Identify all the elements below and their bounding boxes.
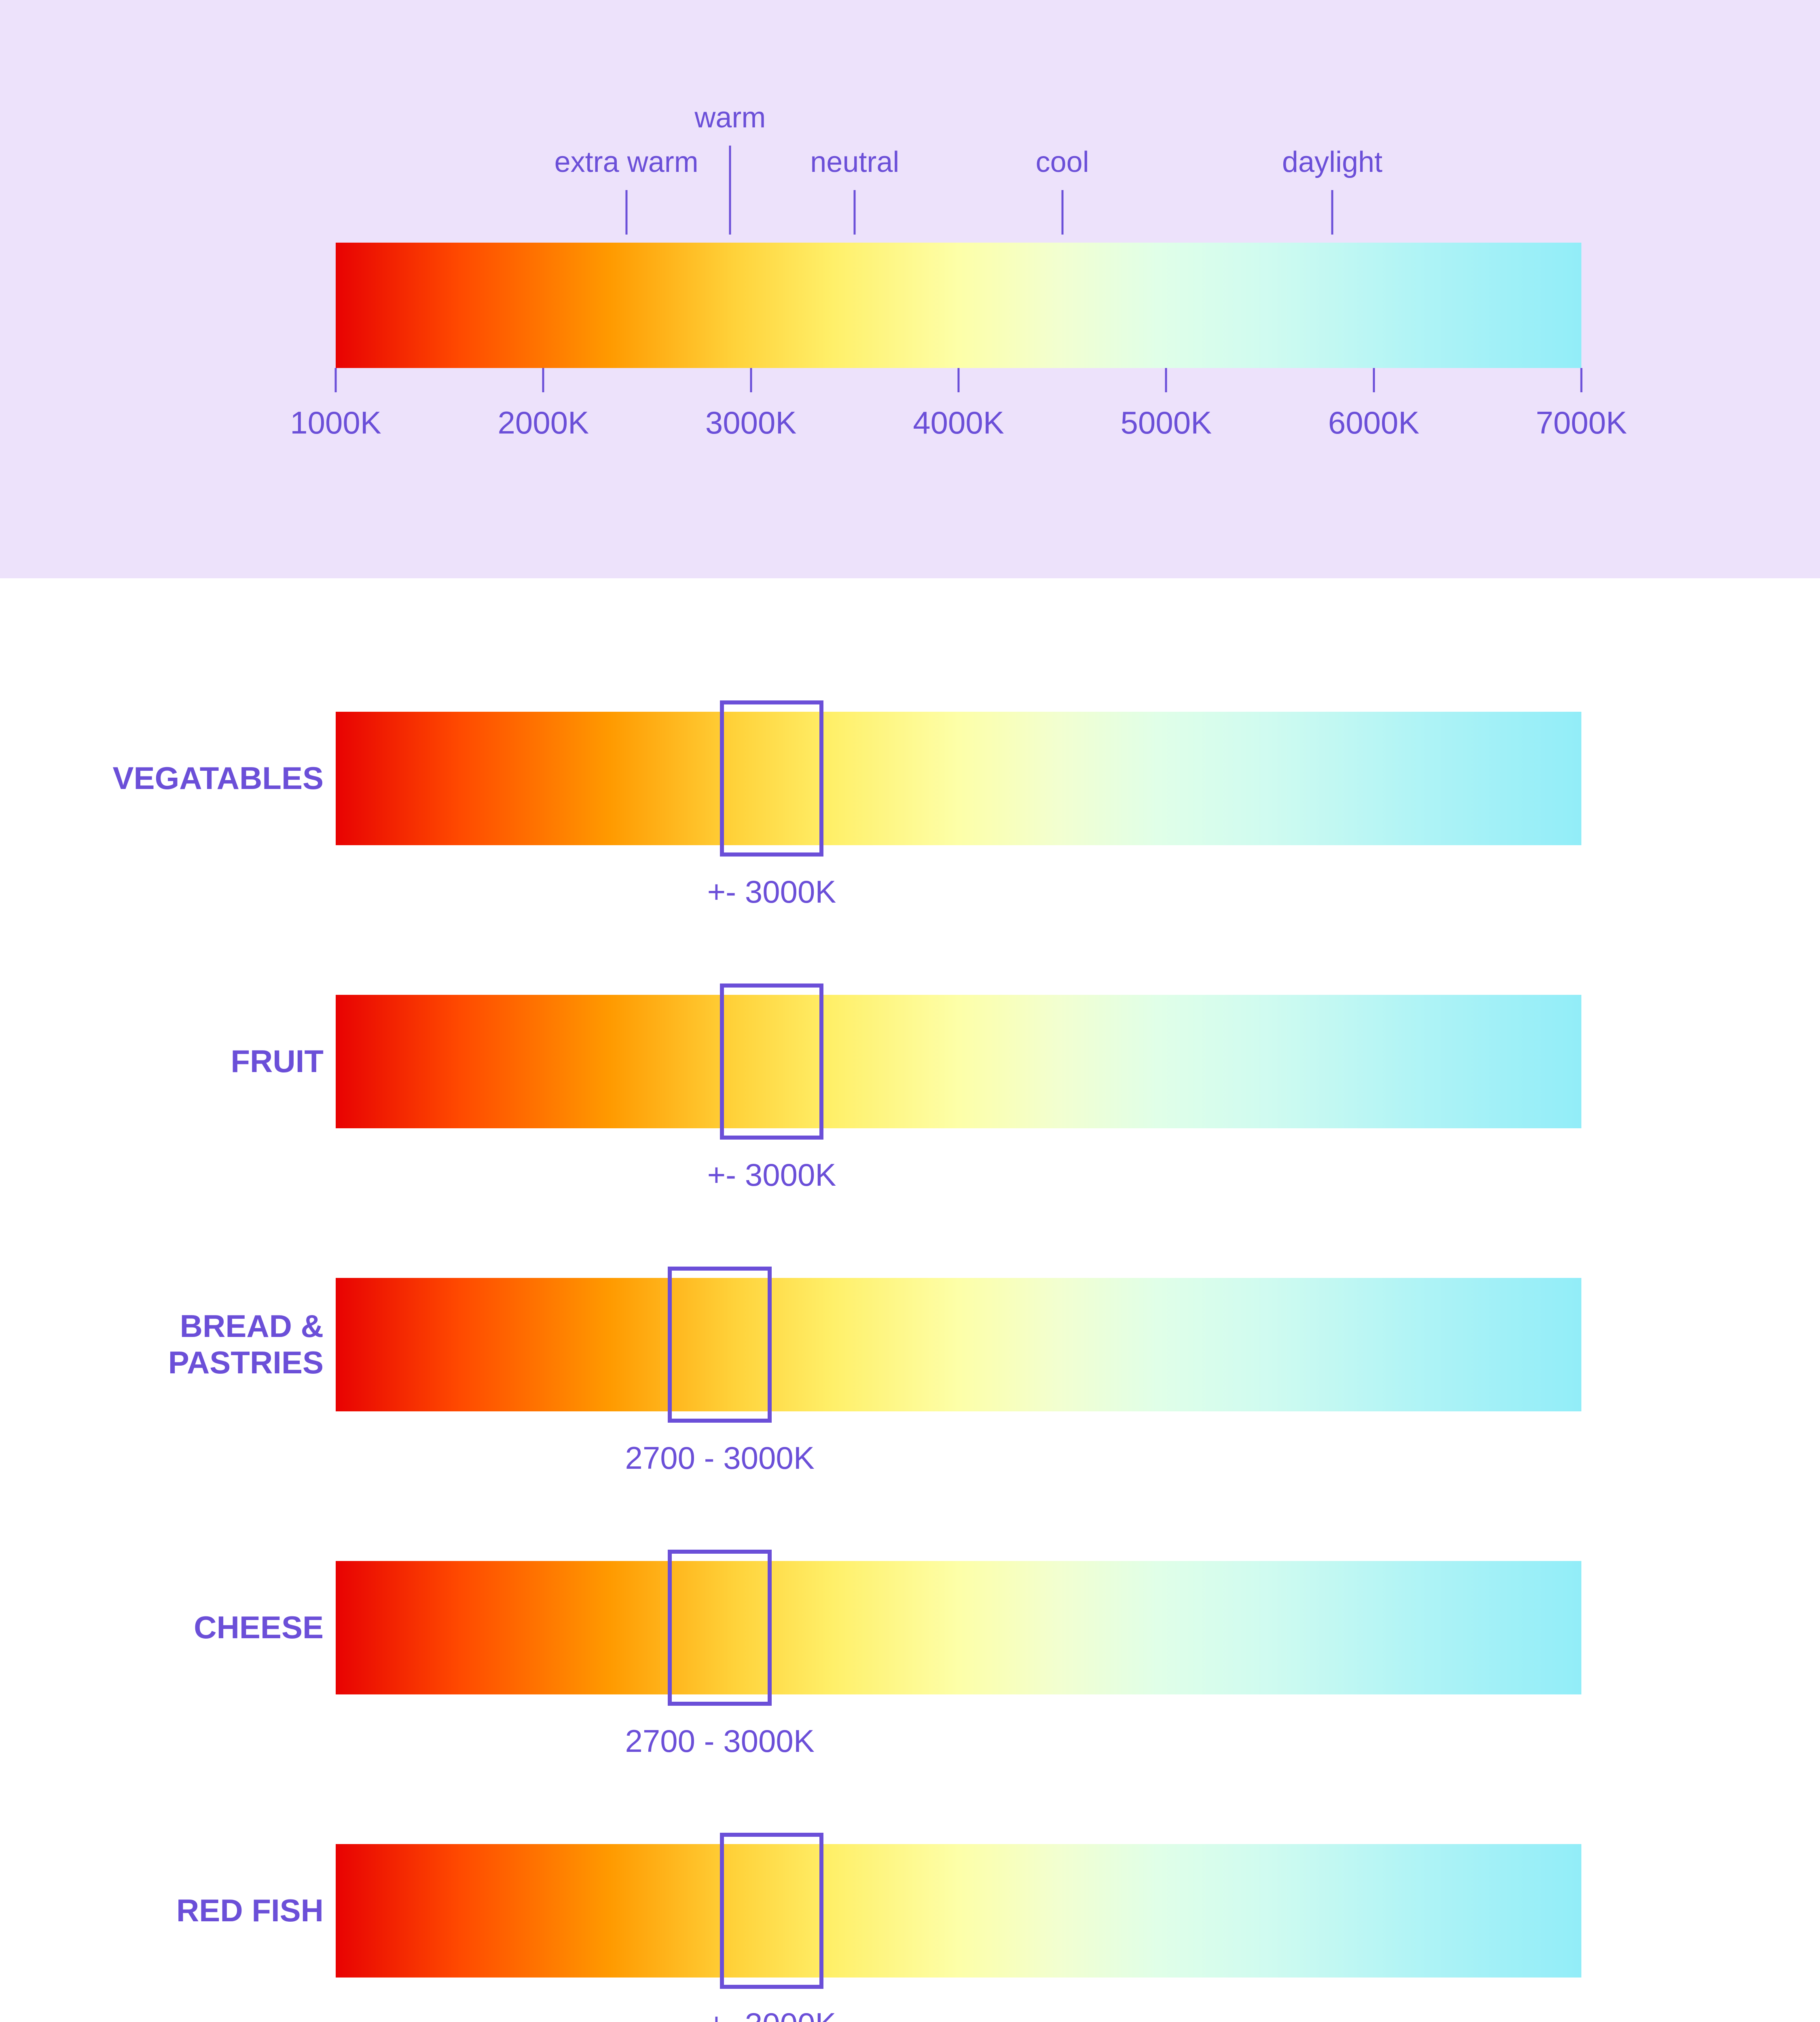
food-bar-wrap: 2700 - 3000K [336, 1278, 1581, 1411]
kelvin-tick-label: 7000K [1536, 404, 1627, 441]
kelvin-tick-line [1581, 368, 1583, 392]
category-tick [625, 190, 627, 235]
category-tick [1061, 190, 1063, 235]
food-gradient-bar [336, 1844, 1581, 1978]
food-row: CHEESE2700 - 3000K [0, 1508, 1820, 1791]
category-tick [1331, 190, 1333, 235]
category-label: extra warm [554, 146, 698, 179]
range-label: 2700 - 3000K [625, 1723, 814, 1760]
kelvin-tick-line [542, 368, 544, 392]
food-label: BREAD & PASTRIES [168, 1278, 324, 1411]
food-bar-wrap: +- 3000K [336, 995, 1581, 1128]
range-marker [668, 1267, 772, 1423]
food-gradient-bar [336, 1278, 1581, 1411]
category-labels: extra warm warm neutral cool daylight [336, 0, 1581, 243]
range-marker [668, 1550, 772, 1706]
category-label: daylight [1282, 146, 1382, 179]
kelvin-ticks: 1000K2000K3000K4000K5000K6000K7000K [336, 368, 1581, 449]
kelvin-tick-label: 1000K [290, 404, 381, 441]
kelvin-tick-label: 6000K [1328, 404, 1420, 441]
kelvin-tick-line [958, 368, 960, 392]
food-row: RED FISH+- 3000K [0, 1791, 1820, 2022]
range-marker [720, 984, 824, 1140]
food-gradient-bar [336, 995, 1581, 1128]
page: extra warm warm neutral cool daylight 1000K 2… [0, 0, 1820, 2022]
legend-gradient-bar [336, 243, 1581, 368]
food-row: FRUIT+- 3000K [0, 942, 1820, 1225]
food-rows: VEGATABLES+- 3000KFRUIT+- 3000KBREAD & P… [0, 578, 1820, 2022]
kelvin-tick-line [750, 368, 752, 392]
food-label: VEGATABLES [113, 712, 324, 845]
food-label: CHEESE [194, 1561, 324, 1694]
food-row: BREAD & PASTRIES2700 - 3000K [0, 1225, 1820, 1508]
food-gradient-bar [336, 712, 1581, 845]
range-label: +- 3000K [707, 1157, 836, 1193]
food-label: FRUIT [231, 995, 324, 1128]
range-marker [720, 700, 824, 857]
range-label: +- 3000K [707, 2006, 836, 2022]
category-tick [854, 190, 856, 235]
kelvin-tick-label: 2000K [498, 404, 589, 441]
kelvin-tick-label: 5000K [1121, 404, 1212, 441]
legend-inner: extra warmwarmneutralcooldaylight 1000K2… [336, 0, 1581, 578]
food-label: RED FISH [176, 1844, 324, 1978]
category-label: cool [1036, 146, 1089, 179]
category-label: warm [694, 101, 766, 134]
kelvin-tick-line [1373, 368, 1375, 392]
food-bar-wrap: +- 3000K [336, 1844, 1581, 1978]
kelvin-tick-label: 4000K [913, 404, 1004, 441]
kelvin-tick-label: 3000K [705, 404, 797, 441]
legend-panel: extra warm warm neutral cool daylight 1000K 2… [0, 0, 1820, 578]
range-marker [720, 1833, 824, 1989]
food-row: VEGATABLES+- 3000K [0, 659, 1820, 942]
kelvin-tick-line [335, 368, 337, 392]
food-gradient-bar [336, 1561, 1581, 1694]
range-label: 2700 - 3000K [625, 1440, 814, 1476]
category-tick [729, 146, 731, 235]
range-label: +- 3000K [707, 874, 836, 910]
kelvin-tick-line [1165, 368, 1167, 392]
category-label: neutral [810, 146, 899, 179]
food-bar-wrap: 2700 - 3000K [336, 1561, 1581, 1694]
food-bar-wrap: +- 3000K [336, 712, 1581, 845]
